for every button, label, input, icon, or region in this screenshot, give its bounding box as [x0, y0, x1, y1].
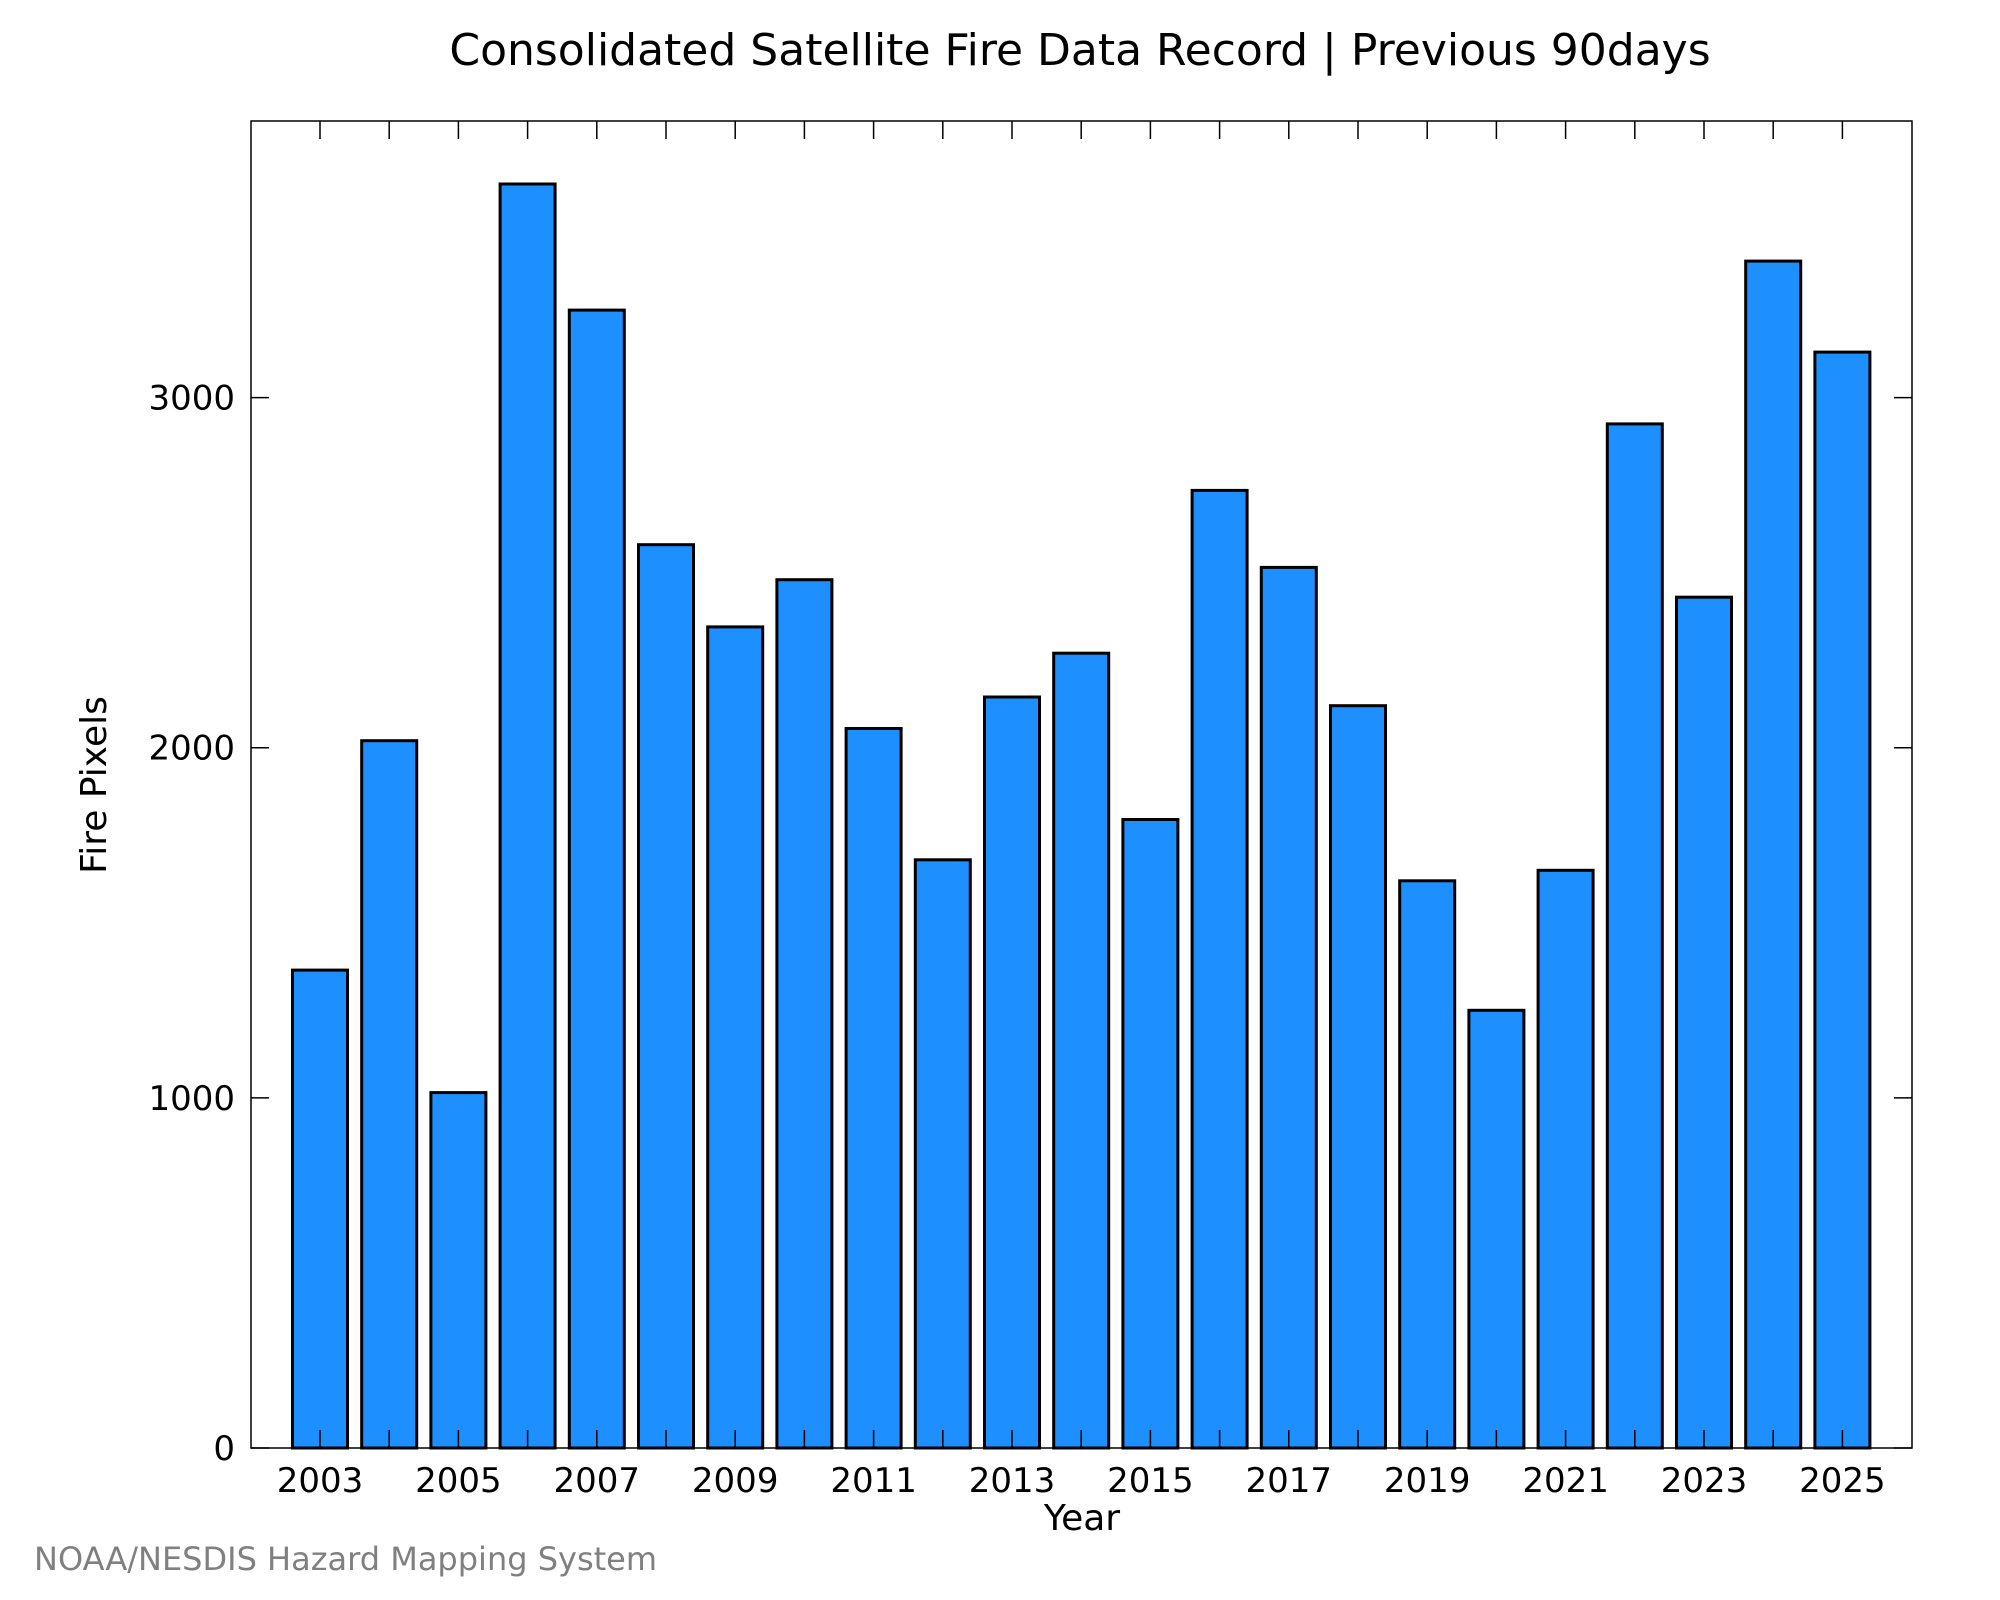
x-tick-label-2005: 2005 [415, 1461, 502, 1501]
bar-2023 [1675, 595, 1733, 1450]
x-tick-label-2021: 2021 [1522, 1461, 1609, 1501]
x-tick-label-2015: 2015 [1107, 1461, 1194, 1501]
bar-2003 [291, 968, 349, 1450]
y-axis-label: Fire Pixels [74, 696, 115, 874]
x-tick-label-2007: 2007 [554, 1461, 641, 1501]
y-tick-label: 3000 [148, 379, 235, 419]
bar-2021 [1536, 868, 1595, 1450]
bar-2010 [775, 578, 834, 1450]
bar-2015 [1121, 818, 1180, 1450]
y-tick-label: 0 [213, 1429, 235, 1469]
bar-2009 [706, 625, 765, 1450]
bar-2024 [1744, 259, 1803, 1450]
bar-2005 [429, 1091, 488, 1450]
bar-2020 [1467, 1008, 1526, 1450]
bars [291, 182, 1872, 1450]
bar-2006 [498, 182, 557, 1450]
x-tick-label-2013: 2013 [969, 1461, 1056, 1501]
bar-2025 [1813, 350, 1872, 1450]
x-tick-label-2017: 2017 [1246, 1461, 1333, 1501]
x-tick-label-2009: 2009 [692, 1461, 779, 1501]
bar-2017 [1259, 565, 1318, 1450]
chart-title: Consolidated Satellite Fire Data Record … [449, 25, 1710, 76]
bar-2019 [1398, 879, 1457, 1450]
bar-2016 [1190, 488, 1249, 1450]
x-tick-label-2023: 2023 [1661, 1461, 1748, 1501]
bar-2014 [1052, 651, 1111, 1450]
bar-2018 [1329, 704, 1387, 1450]
x-tick-label-2019: 2019 [1384, 1461, 1471, 1501]
x-tick-label-2011: 2011 [830, 1461, 917, 1501]
bar-2008 [637, 543, 695, 1450]
x-axis-label: Year [1043, 1498, 1120, 1539]
bar-2022 [1605, 422, 1664, 1450]
credit-text: NOAA/NESDIS Hazard Mapping System [34, 1540, 657, 1578]
bar-2011 [844, 727, 903, 1450]
x-tick-label-2025: 2025 [1799, 1461, 1886, 1501]
bar-2004 [360, 739, 419, 1450]
y-tick-label: 1000 [148, 1079, 235, 1119]
y-tick-label: 2000 [148, 729, 235, 769]
bar-2013 [983, 695, 1041, 1450]
x-tick-label-2003: 2003 [277, 1461, 364, 1501]
bar-2007 [567, 308, 626, 1450]
y-axis: 0 1000 2000 3000 [148, 379, 1912, 1469]
bar-2012 [913, 858, 972, 1450]
x-axis: 2003 2005 2007 2009 2011 2013 2015 2017 2019 2021… [277, 121, 1886, 1501]
